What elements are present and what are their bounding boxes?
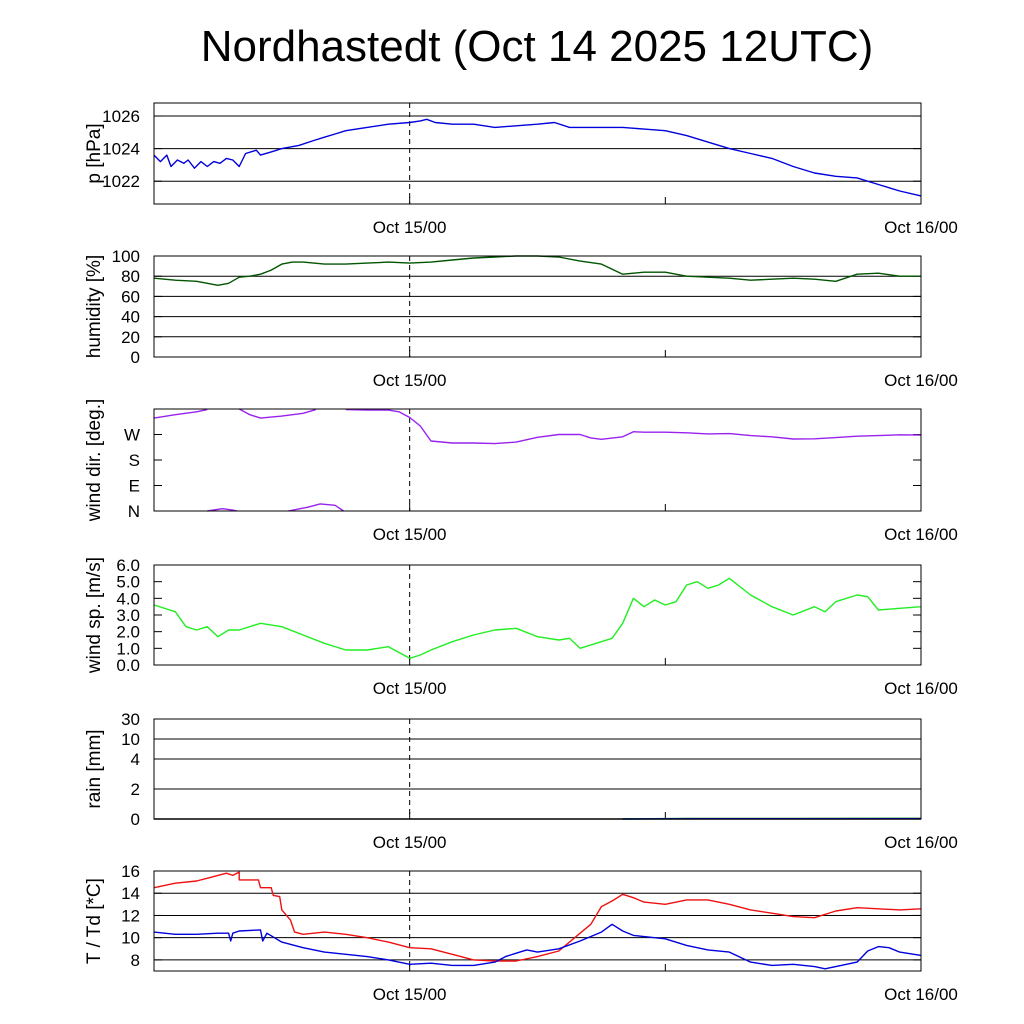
humidity-series-line: [153, 255, 921, 286]
wind-speed-axis-label: wind sp. [m/s]: [84, 557, 105, 674]
rain-ytick-label: 4: [131, 750, 140, 769]
rain-ytick-label: 0: [131, 810, 140, 829]
humidity-ytick-label: 100: [112, 247, 140, 266]
temperature-ytick-label: 8: [131, 951, 140, 970]
wind-speed-time-label: Oct 16/00: [884, 679, 958, 698]
humidity-ytick-label: 40: [121, 308, 140, 327]
humidity-ytick-label: 60: [121, 287, 140, 306]
pressure-time-label: Oct 15/00: [373, 218, 447, 237]
rain-ytick-label: 30: [121, 710, 140, 729]
wind-direction-ytick-label: S: [129, 451, 140, 470]
wind-direction-series-line: [238, 408, 317, 419]
humidity-ytick-label: 80: [121, 267, 140, 286]
wind-speed-ytick-label: 3.0: [116, 606, 140, 625]
temperature-ytick-label: 12: [121, 906, 140, 925]
pressure-series-line: [153, 118, 922, 197]
wind-direction-ytick-label: N: [128, 502, 140, 521]
rain-ytick-label: 10: [121, 730, 140, 749]
wind-direction-panel-frame: [153, 408, 922, 512]
rain-time-label: Oct 16/00: [884, 833, 958, 852]
rain-panel-frame: [153, 718, 922, 820]
wind-direction-series-line: [288, 503, 344, 512]
humidity-ytick-label: 0: [131, 348, 140, 367]
wind-speed-series-line: [153, 577, 922, 659]
temperature-ytick-label: 10: [121, 929, 140, 948]
temperature-series-line: [153, 871, 922, 962]
wind-direction-series-line: [153, 408, 208, 419]
humidity-time-label: Oct 16/00: [884, 371, 958, 390]
wind-direction-axis-label: wind dir. [deg.]: [84, 399, 105, 523]
wind-speed-ytick-label: 4.0: [116, 589, 140, 608]
humidity-axis-label: humidity [%]: [84, 255, 105, 358]
temperature-panel-frame: [153, 870, 922, 972]
wind-speed-ytick-label: 1.0: [116, 639, 140, 658]
pressure-ytick-label: 1026: [102, 107, 140, 126]
wind-speed-time-label: Oct 15/00: [373, 679, 447, 698]
temperature-time-label: Oct 15/00: [373, 985, 447, 1004]
wind-direction-series-line: [345, 408, 922, 445]
humidity-panel-frame: [153, 255, 922, 358]
temperature-time-label: Oct 16/00: [884, 985, 958, 1004]
pressure-axis-label: p [hPa]: [84, 123, 105, 183]
humidity-ytick-label: 20: [121, 328, 140, 347]
pressure-ytick-label: 1022: [102, 172, 140, 191]
temperature-ytick-label: 14: [121, 884, 140, 903]
temperature-ytick-label: 16: [121, 862, 140, 881]
pressure-ytick-label: 1024: [102, 140, 140, 159]
wind-speed-ytick-label: 0.0: [116, 656, 140, 675]
wind-speed-ytick-label: 2.0: [116, 623, 140, 642]
chart-title: Nordhastedt (Oct 14 2025 12UTC): [200, 22, 874, 71]
wind-speed-ytick-label: 5.0: [116, 573, 140, 592]
temperature-axis-label: T / Td [*C]: [84, 878, 105, 964]
wind-direction-ytick-label: W: [124, 426, 140, 445]
wind-direction-time-label: Oct 16/00: [884, 525, 958, 544]
humidity-time-label: Oct 15/00: [373, 371, 447, 390]
wind-speed-ytick-label: 6.0: [116, 556, 140, 575]
wind-speed-panel-frame: [153, 564, 922, 666]
rain-time-label: Oct 15/00: [373, 833, 447, 852]
wind-direction-ytick-label: E: [129, 477, 140, 496]
rain-ytick-label: 2: [131, 780, 140, 799]
temperature-series-line: [153, 923, 922, 970]
pressure-panel-frame: [153, 102, 922, 205]
wind-direction-time-label: Oct 15/00: [373, 525, 447, 544]
pressure-time-label: Oct 16/00: [884, 218, 958, 237]
rain-axis-label: rain [mm]: [84, 729, 105, 808]
